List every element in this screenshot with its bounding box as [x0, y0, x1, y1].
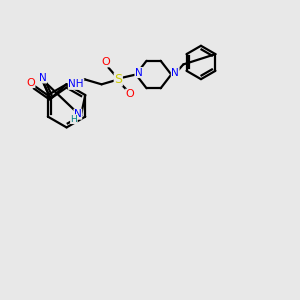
Text: H: H — [70, 115, 77, 124]
Text: O: O — [101, 57, 110, 67]
Text: S: S — [114, 73, 122, 86]
Text: N: N — [74, 109, 82, 119]
Text: O: O — [26, 77, 35, 88]
Text: NH: NH — [68, 79, 84, 89]
Text: O: O — [126, 89, 134, 99]
Text: N: N — [135, 68, 143, 78]
Text: N: N — [39, 73, 46, 83]
Text: N: N — [171, 68, 179, 78]
